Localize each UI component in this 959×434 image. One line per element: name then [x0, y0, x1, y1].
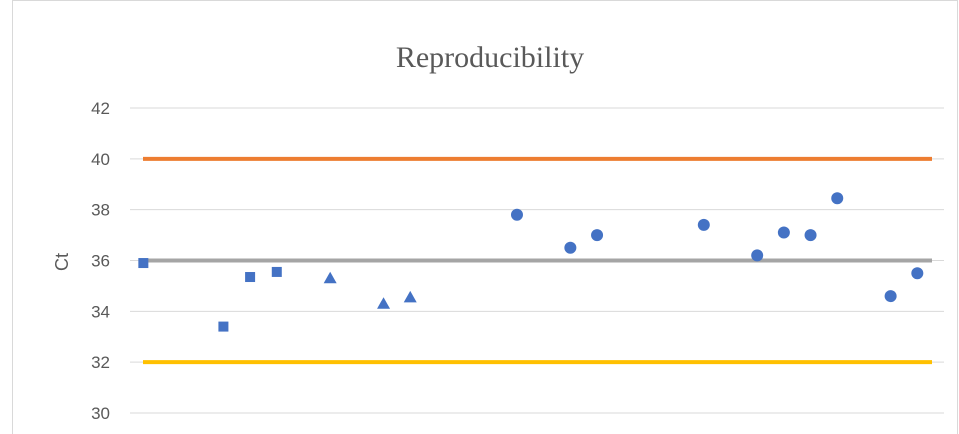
- y-tick-label: 36: [91, 252, 110, 271]
- data-point-circle: [510, 208, 523, 221]
- reference-lines: [143, 156, 932, 365]
- data-point-circle: [831, 192, 844, 205]
- data-point-circle: [777, 226, 790, 239]
- chart-title: Reproducibility: [396, 41, 584, 74]
- data-point-circle: [697, 218, 710, 231]
- y-tick-label: 42: [91, 99, 110, 118]
- chart-frame: [12, 0, 958, 434]
- y-tick-label: 40: [91, 150, 110, 169]
- y-tick-label: 34: [91, 302, 110, 321]
- data-point-triangle: [403, 290, 417, 303]
- y-axis-label: Ct: [52, 253, 72, 271]
- y-tick-label: 32: [91, 353, 110, 372]
- y-tick-label: 38: [91, 201, 110, 220]
- y-tick-label: 30: [91, 404, 110, 423]
- data-point-square: [138, 258, 149, 269]
- data-point-circle: [751, 249, 764, 262]
- data-point-circle: [804, 229, 817, 242]
- data-point-square: [245, 272, 256, 283]
- data-point-triangle: [377, 297, 391, 309]
- data-point-triangle: [323, 271, 337, 284]
- data-point-circle: [884, 290, 897, 303]
- data-point-circle: [564, 241, 577, 254]
- y-tick-labels: 30 32 34 36 38 40 42: [91, 99, 110, 423]
- data-point-circle: [591, 229, 604, 242]
- data-point-circle: [911, 267, 924, 280]
- data-points: [138, 192, 924, 332]
- data-point-square: [218, 321, 229, 332]
- data-point-square: [271, 266, 282, 277]
